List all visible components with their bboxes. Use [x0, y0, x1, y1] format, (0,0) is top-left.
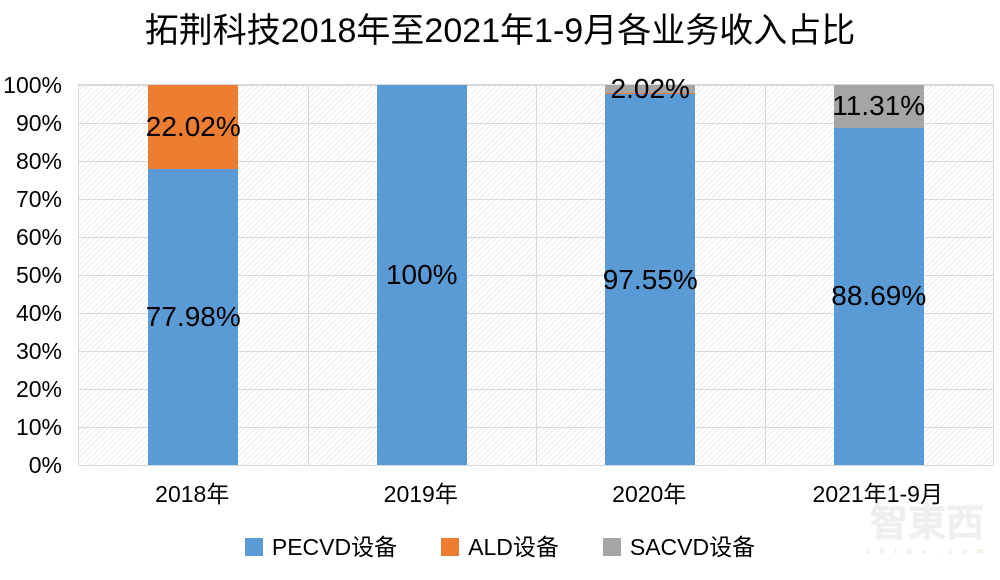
- legend-label: PECVD设备: [271, 534, 398, 560]
- watermark-logo-text: 智東西: [869, 503, 984, 545]
- y-tick-label: 30%: [15, 338, 62, 364]
- gridline-vertical: [307, 85, 309, 465]
- y-tick-label: 40%: [15, 300, 62, 326]
- y-tick-label: 10%: [15, 414, 62, 440]
- y-axis: 0% 10% 20% 30% 40% 50% 60% 70% 80% 90% 100%: [0, 72, 62, 478]
- legend-label: ALD设备: [468, 534, 559, 560]
- y-tick-label: 60%: [15, 224, 62, 250]
- watermark-url-text: z h i d x . c o m: [866, 547, 988, 556]
- bar-segment: [833, 85, 924, 128]
- bar-segment: [376, 85, 467, 465]
- data-label: 2.02%: [610, 72, 690, 104]
- data-label: 77.98%: [145, 300, 241, 332]
- legend-swatch: [244, 538, 263, 556]
- legend-label: SACVD设备: [629, 534, 756, 560]
- y-tick-label: 20%: [15, 376, 62, 402]
- x-axis-label: 2018年: [155, 481, 230, 507]
- watermark: 智東西 z h i d x . c o m: [862, 502, 992, 556]
- bar-segment: [833, 127, 924, 465]
- y-tick-label: 90%: [15, 110, 62, 136]
- bar-segment: [148, 85, 239, 169]
- legend-item: SACVD设备: [602, 533, 756, 561]
- y-tick-label: 70%: [15, 186, 62, 212]
- y-tick-label: 50%: [15, 262, 62, 288]
- y-tick-label: 80%: [15, 148, 62, 174]
- data-label: 88.69%: [831, 280, 927, 312]
- data-label: 22.02%: [145, 110, 241, 142]
- data-label: 97.55%: [602, 263, 698, 295]
- data-label: 100%: [385, 259, 458, 290]
- x-axis: 2018年 2019年 2020年 2021年1-9月: [78, 478, 994, 510]
- bar-segment: [605, 92, 696, 95]
- plot-area: 77.98% 22.02% 100% 97.55% 2.02% 88.69% 11.31%: [78, 73, 994, 466]
- chart-title: 拓荆科技2018年至2021年1-9月各业务收入占比: [144, 12, 856, 50]
- x-axis-label: 2019年: [383, 481, 458, 507]
- legend: PECVD设备 ALD设备 SACVD设备: [0, 533, 1000, 561]
- data-label: 11.31%: [832, 90, 926, 122]
- bar-segment: [605, 85, 696, 93]
- gridline-vertical: [536, 85, 537, 465]
- legend-swatch: [602, 538, 621, 556]
- y-tick-label: 100%: [3, 72, 62, 98]
- legend-swatch: [441, 538, 460, 556]
- legend-item: PECVD设备: [244, 533, 398, 561]
- gridline-vertical: [764, 85, 766, 465]
- bar-segment: [605, 94, 696, 465]
- y-tick-label: 0%: [28, 452, 62, 478]
- bar-segment: [148, 168, 239, 465]
- x-axis-label: 2021年1-9月: [812, 481, 943, 507]
- x-axis-label: 2020年: [612, 481, 687, 507]
- legend-item: ALD设备: [441, 533, 559, 561]
